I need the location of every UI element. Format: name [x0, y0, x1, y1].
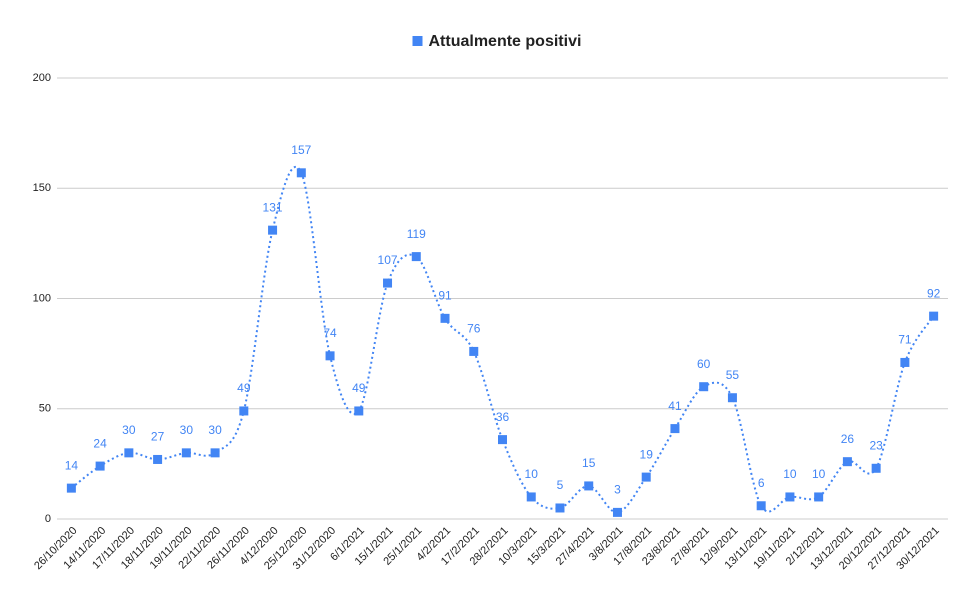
data-label: 49 — [352, 381, 366, 395]
data-point — [929, 311, 939, 321]
data-label: 24 — [93, 436, 107, 450]
data-point — [268, 225, 278, 235]
data-point — [670, 424, 680, 434]
y-tick-label: 0 — [45, 513, 51, 525]
data-point — [814, 492, 824, 502]
data-point — [842, 457, 852, 467]
data-label: 10 — [525, 467, 539, 481]
data-point — [95, 461, 105, 471]
legend-label: Attualmente positivi — [429, 33, 582, 50]
data-point — [584, 481, 594, 491]
data-point — [612, 507, 622, 517]
data-point — [383, 278, 393, 288]
data-label: 92 — [927, 286, 941, 300]
data-label: 74 — [323, 326, 337, 340]
data-point — [124, 448, 134, 458]
data-label: 10 — [812, 467, 826, 481]
data-label: 36 — [496, 410, 510, 424]
data-label: 27 — [151, 430, 165, 444]
data-label: 60 — [697, 357, 711, 371]
data-point — [900, 357, 910, 367]
data-label: 157 — [291, 143, 311, 157]
data-label: 6 — [758, 476, 765, 490]
y-tick-label: 100 — [33, 292, 51, 304]
data-point — [498, 435, 507, 445]
y-tick-label: 50 — [39, 403, 51, 415]
data-point — [699, 382, 709, 392]
data-label: 3 — [614, 483, 621, 497]
data-point — [871, 463, 881, 473]
data-label: 10 — [783, 467, 797, 481]
data-point — [66, 483, 76, 493]
data-label: 91 — [438, 289, 452, 303]
data-point — [181, 448, 191, 458]
data-label: 30 — [180, 423, 194, 437]
data-point — [325, 351, 335, 361]
data-label: 71 — [898, 333, 912, 347]
data-point — [727, 393, 737, 403]
data-point — [153, 454, 163, 464]
data-point — [440, 313, 450, 323]
data-point — [526, 492, 536, 502]
data-label: 131 — [263, 200, 283, 214]
data-point — [469, 346, 479, 356]
data-point — [785, 492, 795, 502]
data-label: 41 — [668, 399, 682, 413]
data-point — [756, 501, 766, 511]
data-point — [210, 448, 220, 458]
data-point — [411, 252, 421, 262]
legend-swatch — [412, 36, 423, 46]
data-label: 55 — [726, 368, 740, 382]
data-point — [555, 503, 565, 513]
data-label: 76 — [467, 322, 481, 336]
data-label: 107 — [378, 253, 398, 267]
y-tick-label: 200 — [33, 72, 51, 84]
data-point — [354, 406, 364, 416]
data-label: 14 — [65, 458, 79, 472]
data-label: 30 — [122, 423, 136, 437]
data-label: 5 — [557, 478, 564, 492]
data-label: 23 — [869, 438, 883, 452]
data-point — [239, 406, 249, 416]
data-label: 19 — [640, 447, 654, 461]
data-label: 119 — [407, 227, 426, 241]
data-label: 26 — [841, 432, 855, 446]
data-label: 30 — [208, 423, 222, 437]
data-label: 49 — [237, 381, 251, 395]
data-label: 15 — [582, 456, 596, 470]
data-point — [641, 472, 651, 482]
y-tick-label: 150 — [33, 182, 51, 194]
series-line — [70, 165, 935, 514]
data-point — [296, 168, 306, 178]
